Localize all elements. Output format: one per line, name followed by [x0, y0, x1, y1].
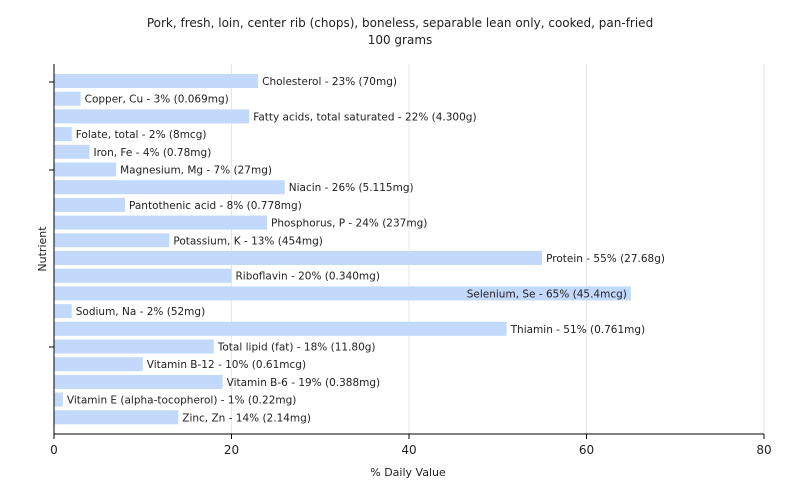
bar-label: Cholesterol - 23% (70mg)	[262, 76, 397, 88]
bar-label: Pantothenic acid - 8% (0.778mg)	[129, 200, 302, 212]
x-tick-label: 40	[401, 443, 416, 457]
x-tick-label: 60	[579, 443, 594, 457]
bar	[54, 268, 232, 283]
bar	[54, 304, 72, 319]
bar-label: Vitamin B-6 - 19% (0.388mg)	[227, 377, 381, 389]
bar	[54, 286, 631, 301]
chart-title: Pork, fresh, loin, center rib (chops), b…	[147, 16, 653, 30]
bar-label: Potassium, K - 13% (454mg)	[173, 235, 323, 247]
bar	[54, 251, 543, 265]
bar	[54, 162, 117, 177]
bar-label: Riboflavin - 20% (0.340mg)	[236, 271, 380, 283]
bar-label: Phosphorus, P - 24% (237mg)	[271, 218, 427, 230]
bar	[54, 321, 507, 336]
x-axis-label: % Daily Value	[370, 466, 446, 479]
bar	[54, 180, 285, 195]
chart-subtitle: 100 grams	[368, 33, 433, 47]
bar	[54, 91, 81, 106]
bar-label: Zinc, Zn - 14% (2.14mg)	[182, 412, 311, 424]
bar	[54, 144, 90, 159]
bar	[54, 357, 143, 372]
bar-label: Niacin - 26% (5.115mg)	[289, 182, 414, 194]
x-tick-label: 20	[224, 443, 239, 457]
bar	[54, 74, 259, 88]
bar	[54, 374, 223, 389]
bar-label: Selenium, Se - 65% (45.4mcg)	[467, 288, 627, 300]
bar-label: Total lipid (fat) - 18% (11.80g)	[217, 342, 376, 354]
x-tick-label: 0	[50, 443, 58, 457]
bar	[54, 339, 214, 354]
bar	[54, 233, 170, 248]
x-ticks: 0 20 40 60 80	[50, 434, 772, 457]
bar	[54, 392, 63, 407]
bars: Cholesterol - 23% (70mg) Copper, Cu - 3% …	[54, 74, 665, 425]
bar-label: Folate, total - 2% (8mcg)	[76, 129, 207, 141]
bar-label: Copper, Cu - 3% (0.069mg)	[85, 94, 229, 106]
bar-label: Fatty acids, total saturated - 22% (4.30…	[253, 111, 476, 123]
x-tick-label: 80	[756, 443, 771, 457]
bar-label: Vitamin E (alpha-tocopherol) - 1% (0.22m…	[67, 395, 297, 407]
bar-label: Magnesium, Mg - 7% (27mg)	[120, 165, 272, 177]
bar-label: Iron, Fe - 4% (0.78mg)	[94, 147, 212, 159]
y-axis-label: Nutrient	[36, 226, 49, 272]
bar	[54, 410, 179, 425]
bar-label: Vitamin B-12 - 10% (0.61mcg)	[147, 359, 306, 371]
bar	[54, 197, 125, 212]
bar-label: Thiamin - 51% (0.761mg)	[510, 324, 646, 336]
bar-label: Sodium, Na - 2% (52mg)	[76, 306, 205, 318]
gridlines	[231, 64, 765, 434]
bar	[54, 127, 72, 142]
bar-label: Protein - 55% (27.68g)	[546, 253, 665, 265]
bar	[54, 215, 267, 230]
bar	[54, 109, 250, 124]
